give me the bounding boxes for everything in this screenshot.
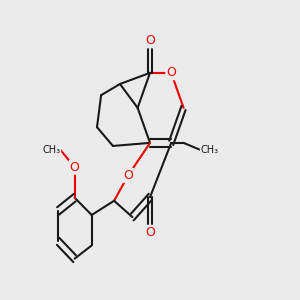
Text: O: O	[145, 226, 155, 239]
Text: CH₃: CH₃	[201, 145, 219, 155]
Text: O: O	[70, 161, 80, 174]
Text: CH₃: CH₃	[42, 145, 61, 155]
Text: O: O	[123, 169, 133, 182]
Text: O: O	[145, 34, 155, 47]
Text: O: O	[166, 66, 176, 79]
